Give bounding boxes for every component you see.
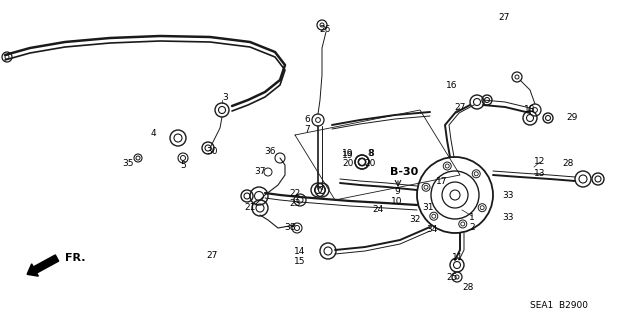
Text: 8: 8 <box>368 149 374 158</box>
Text: 24: 24 <box>372 205 383 214</box>
Text: 1: 1 <box>469 213 475 222</box>
Text: 21: 21 <box>244 204 256 212</box>
Text: 31: 31 <box>422 203 434 211</box>
Text: 17: 17 <box>436 177 448 187</box>
Text: 12: 12 <box>534 158 546 167</box>
Text: 28: 28 <box>462 284 474 293</box>
Text: 15: 15 <box>294 257 306 266</box>
Text: 6: 6 <box>304 115 310 124</box>
Text: 35: 35 <box>122 159 134 167</box>
Text: 7: 7 <box>304 125 310 135</box>
Text: 32: 32 <box>410 216 420 225</box>
Text: 8: 8 <box>367 149 373 158</box>
Text: B-30: B-30 <box>390 167 419 177</box>
Text: 28: 28 <box>563 159 573 167</box>
Text: 4: 4 <box>150 129 156 137</box>
Text: 38: 38 <box>284 224 296 233</box>
Text: 20: 20 <box>364 159 376 167</box>
Text: 13: 13 <box>534 168 546 177</box>
Text: 25: 25 <box>446 273 458 283</box>
Text: 5: 5 <box>180 160 186 169</box>
Text: 29: 29 <box>566 114 578 122</box>
Text: SEA1  B2900: SEA1 B2900 <box>530 300 588 309</box>
Text: 11: 11 <box>452 254 464 263</box>
Text: 22: 22 <box>289 189 301 198</box>
Text: 23: 23 <box>289 199 301 209</box>
Text: 36: 36 <box>264 147 276 157</box>
Text: 27: 27 <box>206 250 218 259</box>
Text: 26: 26 <box>319 26 331 34</box>
FancyArrow shape <box>27 255 59 276</box>
Text: 16: 16 <box>446 81 458 91</box>
Text: 33: 33 <box>502 190 514 199</box>
Text: FR.: FR. <box>65 253 86 263</box>
Text: 19: 19 <box>342 151 354 160</box>
Text: 34: 34 <box>426 226 438 234</box>
Text: 20: 20 <box>342 159 354 167</box>
Text: 3: 3 <box>222 93 228 102</box>
Text: 33: 33 <box>502 213 514 222</box>
Text: 14: 14 <box>294 248 306 256</box>
Text: 18: 18 <box>524 106 536 115</box>
Text: 2: 2 <box>469 224 475 233</box>
Text: 9: 9 <box>394 188 400 197</box>
Text: 27: 27 <box>499 13 509 23</box>
Text: 19: 19 <box>342 149 354 158</box>
Text: 30: 30 <box>206 147 218 157</box>
Text: 10: 10 <box>391 197 403 206</box>
Text: 37: 37 <box>254 167 266 176</box>
Text: 27: 27 <box>454 103 466 113</box>
